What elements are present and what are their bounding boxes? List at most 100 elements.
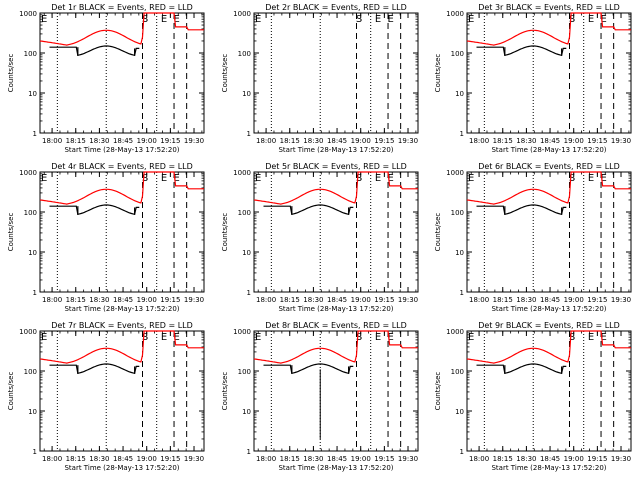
interval-marker-label: S <box>356 14 362 25</box>
y-tick-label: 1000 <box>446 328 464 336</box>
x-tick-label: 18:00 <box>42 455 62 463</box>
x-tick-label: 18:45 <box>540 137 560 145</box>
interval-marker-label: E <box>161 14 167 25</box>
x-tick-label: 18:30 <box>303 137 323 145</box>
y-tick-label: 1 <box>33 448 37 456</box>
y-tick-label: 1000 <box>19 169 37 177</box>
interval-marker-label: E <box>468 332 474 343</box>
y-tick-label: 100 <box>24 209 37 217</box>
x-tick-label: 19:30 <box>184 296 204 304</box>
plot-frame <box>39 12 205 134</box>
y-tick-label: 10 <box>242 408 251 416</box>
interval-marker-label: E <box>255 14 261 25</box>
interval-marker-label: E <box>588 173 594 184</box>
x-axis-label: Start Time (28-May-13 17:52:20) <box>64 305 179 313</box>
chart-title: Det 1r BLACK = Events, RED = LLD <box>51 3 193 12</box>
x-tick-label: 19:30 <box>611 296 631 304</box>
y-tick-label: 1 <box>247 130 251 138</box>
y-tick-label: 10 <box>242 90 251 98</box>
y-tick-label: 10 <box>28 408 37 416</box>
y-axis-label: Counts/sec <box>434 372 442 411</box>
x-tick-label: 18:30 <box>516 296 536 304</box>
y-axis-label: Counts/sec <box>221 213 229 252</box>
interval-marker-label: S <box>142 14 148 25</box>
y-axis-label: Counts/sec <box>221 372 229 411</box>
x-tick-label: 19:15 <box>374 296 394 304</box>
y-tick-label: 1 <box>460 289 464 297</box>
x-tick-label: 18:30 <box>516 137 536 145</box>
x-tick-label: 18:15 <box>66 455 86 463</box>
x-tick-label: 19:30 <box>184 455 204 463</box>
y-tick-label: 1 <box>33 289 37 297</box>
interval-marker-label: E <box>255 173 261 184</box>
lld-series-line <box>253 171 418 205</box>
interval-marker-label: S <box>356 332 362 343</box>
x-tick-label: 19:15 <box>374 137 394 145</box>
y-tick-label: 100 <box>451 209 464 217</box>
interval-marker-label: E <box>387 332 393 343</box>
chart-panel-8: Det 8r BLACK = Events, RED = LLD 1 10 100 10… <box>221 321 419 472</box>
interval-marker-label: E <box>468 14 474 25</box>
y-axis-label: Counts/sec <box>221 54 229 93</box>
x-tick-label: 18:00 <box>469 137 489 145</box>
plot-frame <box>466 171 632 293</box>
chart-panel-7: Det 7r BLACK = Events, RED = LLD 1 10 100 10… <box>7 321 205 472</box>
lld-series-line <box>253 330 418 364</box>
x-tick-label: 18:15 <box>280 455 300 463</box>
interval-marker-label: E <box>387 14 393 25</box>
x-tick-label: 19:30 <box>398 296 418 304</box>
interval-marker-label: E <box>468 173 474 184</box>
y-axis-label: Counts/sec <box>434 54 442 93</box>
y-tick-label: 100 <box>24 368 37 376</box>
chart-panel-2: Det 2r BLACK = Events, RED = LLD 1 10 100 10… <box>221 3 419 154</box>
y-tick-label: 1000 <box>233 10 251 18</box>
x-tick-label: 18:45 <box>113 455 133 463</box>
plot-frame <box>253 12 419 134</box>
x-tick-label: 19:00 <box>137 137 157 145</box>
x-tick-label: 19:30 <box>398 137 418 145</box>
x-axis-label: Start Time (28-May-13 17:52:20) <box>64 464 179 472</box>
interval-marker-label: E <box>173 173 179 184</box>
x-axis-label: Start Time (28-May-13 17:52:20) <box>491 464 606 472</box>
interval-marker-label: E <box>600 173 606 184</box>
y-tick-label: 10 <box>455 90 464 98</box>
interval-marker-label: E <box>173 14 179 25</box>
interval-marker-label: E <box>387 173 393 184</box>
chart-title: Det 4r BLACK = Events, RED = LLD <box>51 162 193 171</box>
x-tick-label: 18:45 <box>113 296 133 304</box>
interval-marker-label: E <box>41 332 47 343</box>
chart-title: Det 5r BLACK = Events, RED = LLD <box>265 162 407 171</box>
x-tick-label: 18:00 <box>256 296 276 304</box>
y-tick-label: 10 <box>242 249 251 257</box>
x-tick-label: 19:15 <box>587 296 607 304</box>
chart-panel-1: Det 1r BLACK = Events, RED = LLD 1 10 100 10… <box>7 3 205 154</box>
y-tick-label: 1 <box>33 130 37 138</box>
plot-frame <box>253 171 419 293</box>
x-tick-label: 19:00 <box>564 296 584 304</box>
events-series-line <box>476 45 567 57</box>
interval-marker-label: E <box>588 14 594 25</box>
y-tick-label: 100 <box>238 368 251 376</box>
events-series-line <box>476 204 567 216</box>
y-tick-label: 1 <box>247 289 251 297</box>
chart-panel-4: Det 4r BLACK = Events, RED = LLD 1 10 100 10… <box>7 162 205 313</box>
chart-title: Det 6r BLACK = Events, RED = LLD <box>478 162 620 171</box>
chart-title: Det 7r BLACK = Events, RED = LLD <box>51 321 193 330</box>
events-series-line <box>476 363 567 375</box>
plot-frame <box>39 171 205 293</box>
interval-marker-label: S <box>569 14 575 25</box>
interval-marker-label: E <box>255 332 261 343</box>
y-tick-label: 100 <box>451 50 464 58</box>
x-tick-label: 18:15 <box>280 137 300 145</box>
chart-panel-9: Det 9r BLACK = Events, RED = LLD 1 10 100 10… <box>434 321 632 472</box>
x-tick-label: 18:15 <box>493 455 513 463</box>
y-tick-label: 1 <box>247 448 251 456</box>
y-tick-label: 10 <box>28 90 37 98</box>
y-tick-label: 1000 <box>233 169 251 177</box>
x-tick-label: 19:15 <box>587 137 607 145</box>
x-tick-label: 19:30 <box>398 455 418 463</box>
interval-marker-label: E <box>375 14 381 25</box>
x-tick-label: 18:00 <box>469 296 489 304</box>
y-tick-label: 1 <box>460 448 464 456</box>
